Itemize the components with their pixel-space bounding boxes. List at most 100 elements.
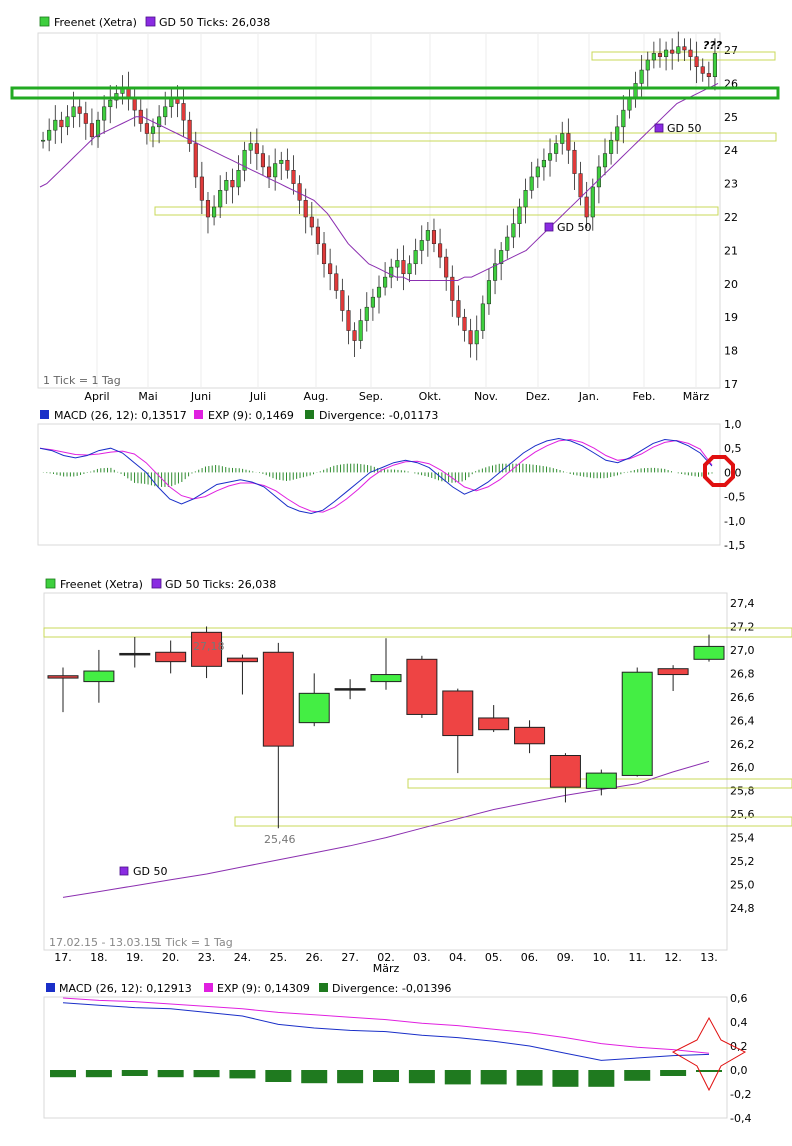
chart1-candle-body <box>340 290 345 311</box>
macd2-divergence-bar <box>444 1070 471 1085</box>
chart1-legend-swatch-2 <box>145 16 156 27</box>
macd2-y-axis: 0,6 0,4 0,2 0,0 -0,2 -0,4 <box>730 992 751 1125</box>
chart1-candle-body <box>706 73 711 77</box>
chart1-candle-body <box>389 266 394 278</box>
chart2-x-tick: 11. <box>628 951 646 964</box>
chart2-month-label: März <box>373 962 400 975</box>
chart1-x-tick: Nov. <box>474 390 498 403</box>
chart2-y-tick: 26,2 <box>730 738 755 751</box>
chart1-candle-body <box>95 119 101 138</box>
macd1-panel: MACD (26, 12): 0,13517 EXP (9): 0,1469 D… <box>37 409 745 552</box>
chart2-x-tick: 19. <box>126 951 144 964</box>
chart1-candle-body <box>89 123 94 138</box>
resistance-zone-top <box>591 51 776 61</box>
chart1-candle-body <box>260 153 265 168</box>
chart1-candle-body <box>279 159 284 164</box>
chart1-candle-body <box>364 306 369 321</box>
chart1-candle-body <box>199 176 204 201</box>
chart2-x-tick: 09. <box>557 951 575 964</box>
macd1-divergence-bars <box>42 463 713 487</box>
chart2-candle-body <box>549 755 581 788</box>
macd2-legend-swatch-1 <box>46 983 55 992</box>
chart2-candle-body <box>514 726 546 745</box>
macd2-divergence-bar <box>301 1070 328 1084</box>
chart2-y-tick: 25,0 <box>730 879 755 892</box>
chart1-candle-body <box>254 143 259 154</box>
chart1-candle-body <box>413 250 418 265</box>
chart2-x-tick: 04. <box>449 951 467 964</box>
chart1-candle-body <box>694 56 699 67</box>
macd2-divergence-bar <box>408 1070 435 1084</box>
chart1-x-tick: Jan. <box>578 390 599 403</box>
chart1-candle-body <box>493 263 498 281</box>
chart1-candle-body <box>499 250 504 265</box>
chart1-candle-body <box>566 133 571 151</box>
chart2-x-tick: 05. <box>485 951 503 964</box>
chart2-y-tick: 25,8 <box>730 785 755 798</box>
breakout-zone <box>10 86 780 100</box>
chart1-candle-body <box>248 143 253 151</box>
chart1-candle-body <box>181 103 186 121</box>
macd1-legend-3: Divergence: -0,01173 <box>319 409 438 422</box>
chart1-legend-swatch-1 <box>39 16 50 27</box>
chart1-candle-body <box>517 206 522 224</box>
chart2-x-tick: 13. <box>700 951 718 964</box>
chart1-candle-body <box>102 106 107 121</box>
chart1-candle-body <box>468 330 473 345</box>
macd1-plot-frame <box>37 423 721 546</box>
chart1-candle-body <box>352 330 357 341</box>
chart2-y-axis: 24,8 25,0 25,2 25,4 25,6 25,8 26,0 26,2 26,4 26,6… <box>730 597 755 915</box>
chart2-gd50-label: GD 50 <box>133 865 168 878</box>
chart2-legend-2: GD 50 Ticks: 26,038 <box>165 578 276 591</box>
chart2-candle-body <box>693 645 725 660</box>
chart2-candle-body <box>262 651 294 747</box>
chart2-candle-body <box>119 652 151 656</box>
chart1-y-tick: 18 <box>724 345 738 358</box>
chart2-candle-body <box>657 668 689 676</box>
chart1-candle-body <box>205 200 211 218</box>
chart1-candle-body <box>657 53 663 57</box>
macd2-divergence-bar <box>50 1070 76 1078</box>
macd2-divergence-bar <box>373 1070 399 1082</box>
chart1-candle-body <box>621 109 626 128</box>
chart1-gd50-line <box>39 82 719 281</box>
chart1-candle-body <box>584 196 589 218</box>
chart1-candle-body <box>328 263 333 275</box>
gd50-marker-2 <box>544 222 554 232</box>
macd1-exp-line <box>39 438 713 513</box>
macd1-y-axis: 1,00,50,0-0,5-1,0-1,5 <box>724 418 745 552</box>
chart1-candle-body <box>376 286 382 298</box>
macd2-legend-swatch-2 <box>204 983 213 992</box>
chart2-y-tick: 27,4 <box>730 597 755 610</box>
macd1-y-tick: -1,5 <box>724 539 745 552</box>
macd2-star-marker <box>671 1016 747 1092</box>
macd2-divergence-bar <box>157 1070 184 1078</box>
chart1-candle-body <box>236 170 241 188</box>
chart2-legend-swatch-2 <box>151 578 162 589</box>
chart1-candle-body <box>144 123 149 134</box>
chart2-x-tick: 02. <box>377 951 395 964</box>
chart2-candle-body <box>298 692 330 724</box>
chart2-high-label: 27,18 <box>193 640 225 653</box>
chart1-candle-body <box>285 159 290 171</box>
chart1-candle-body <box>462 316 467 331</box>
chart1-candle-body <box>150 126 156 134</box>
chart1-x-tick: Juli <box>249 390 266 403</box>
chart1-y-tick: 22 <box>724 211 738 224</box>
macd1-y-tick: -0,5 <box>724 491 745 504</box>
macd2-divergence-bar <box>480 1070 507 1085</box>
chart1-y-tick: 19 <box>724 311 738 324</box>
chart1-candle-body <box>651 53 656 61</box>
chart2-candle-body <box>47 675 79 679</box>
chart1-candles <box>41 31 717 361</box>
chart1-x-tick: April <box>84 390 109 403</box>
chart2-y-tick: 24,8 <box>730 902 755 915</box>
chart2-x-tick: 20. <box>162 951 180 964</box>
chart1-candle-body <box>456 300 461 318</box>
chart1-x-tick: Feb. <box>633 390 656 403</box>
chart1-x-tick: Dez. <box>526 390 551 403</box>
chart2-x-tick: 03. <box>413 951 431 964</box>
chart2-candle-body <box>334 688 366 691</box>
macd1-legend-swatch-2 <box>194 410 203 419</box>
macd1-y-tick: -1,0 <box>724 515 745 528</box>
